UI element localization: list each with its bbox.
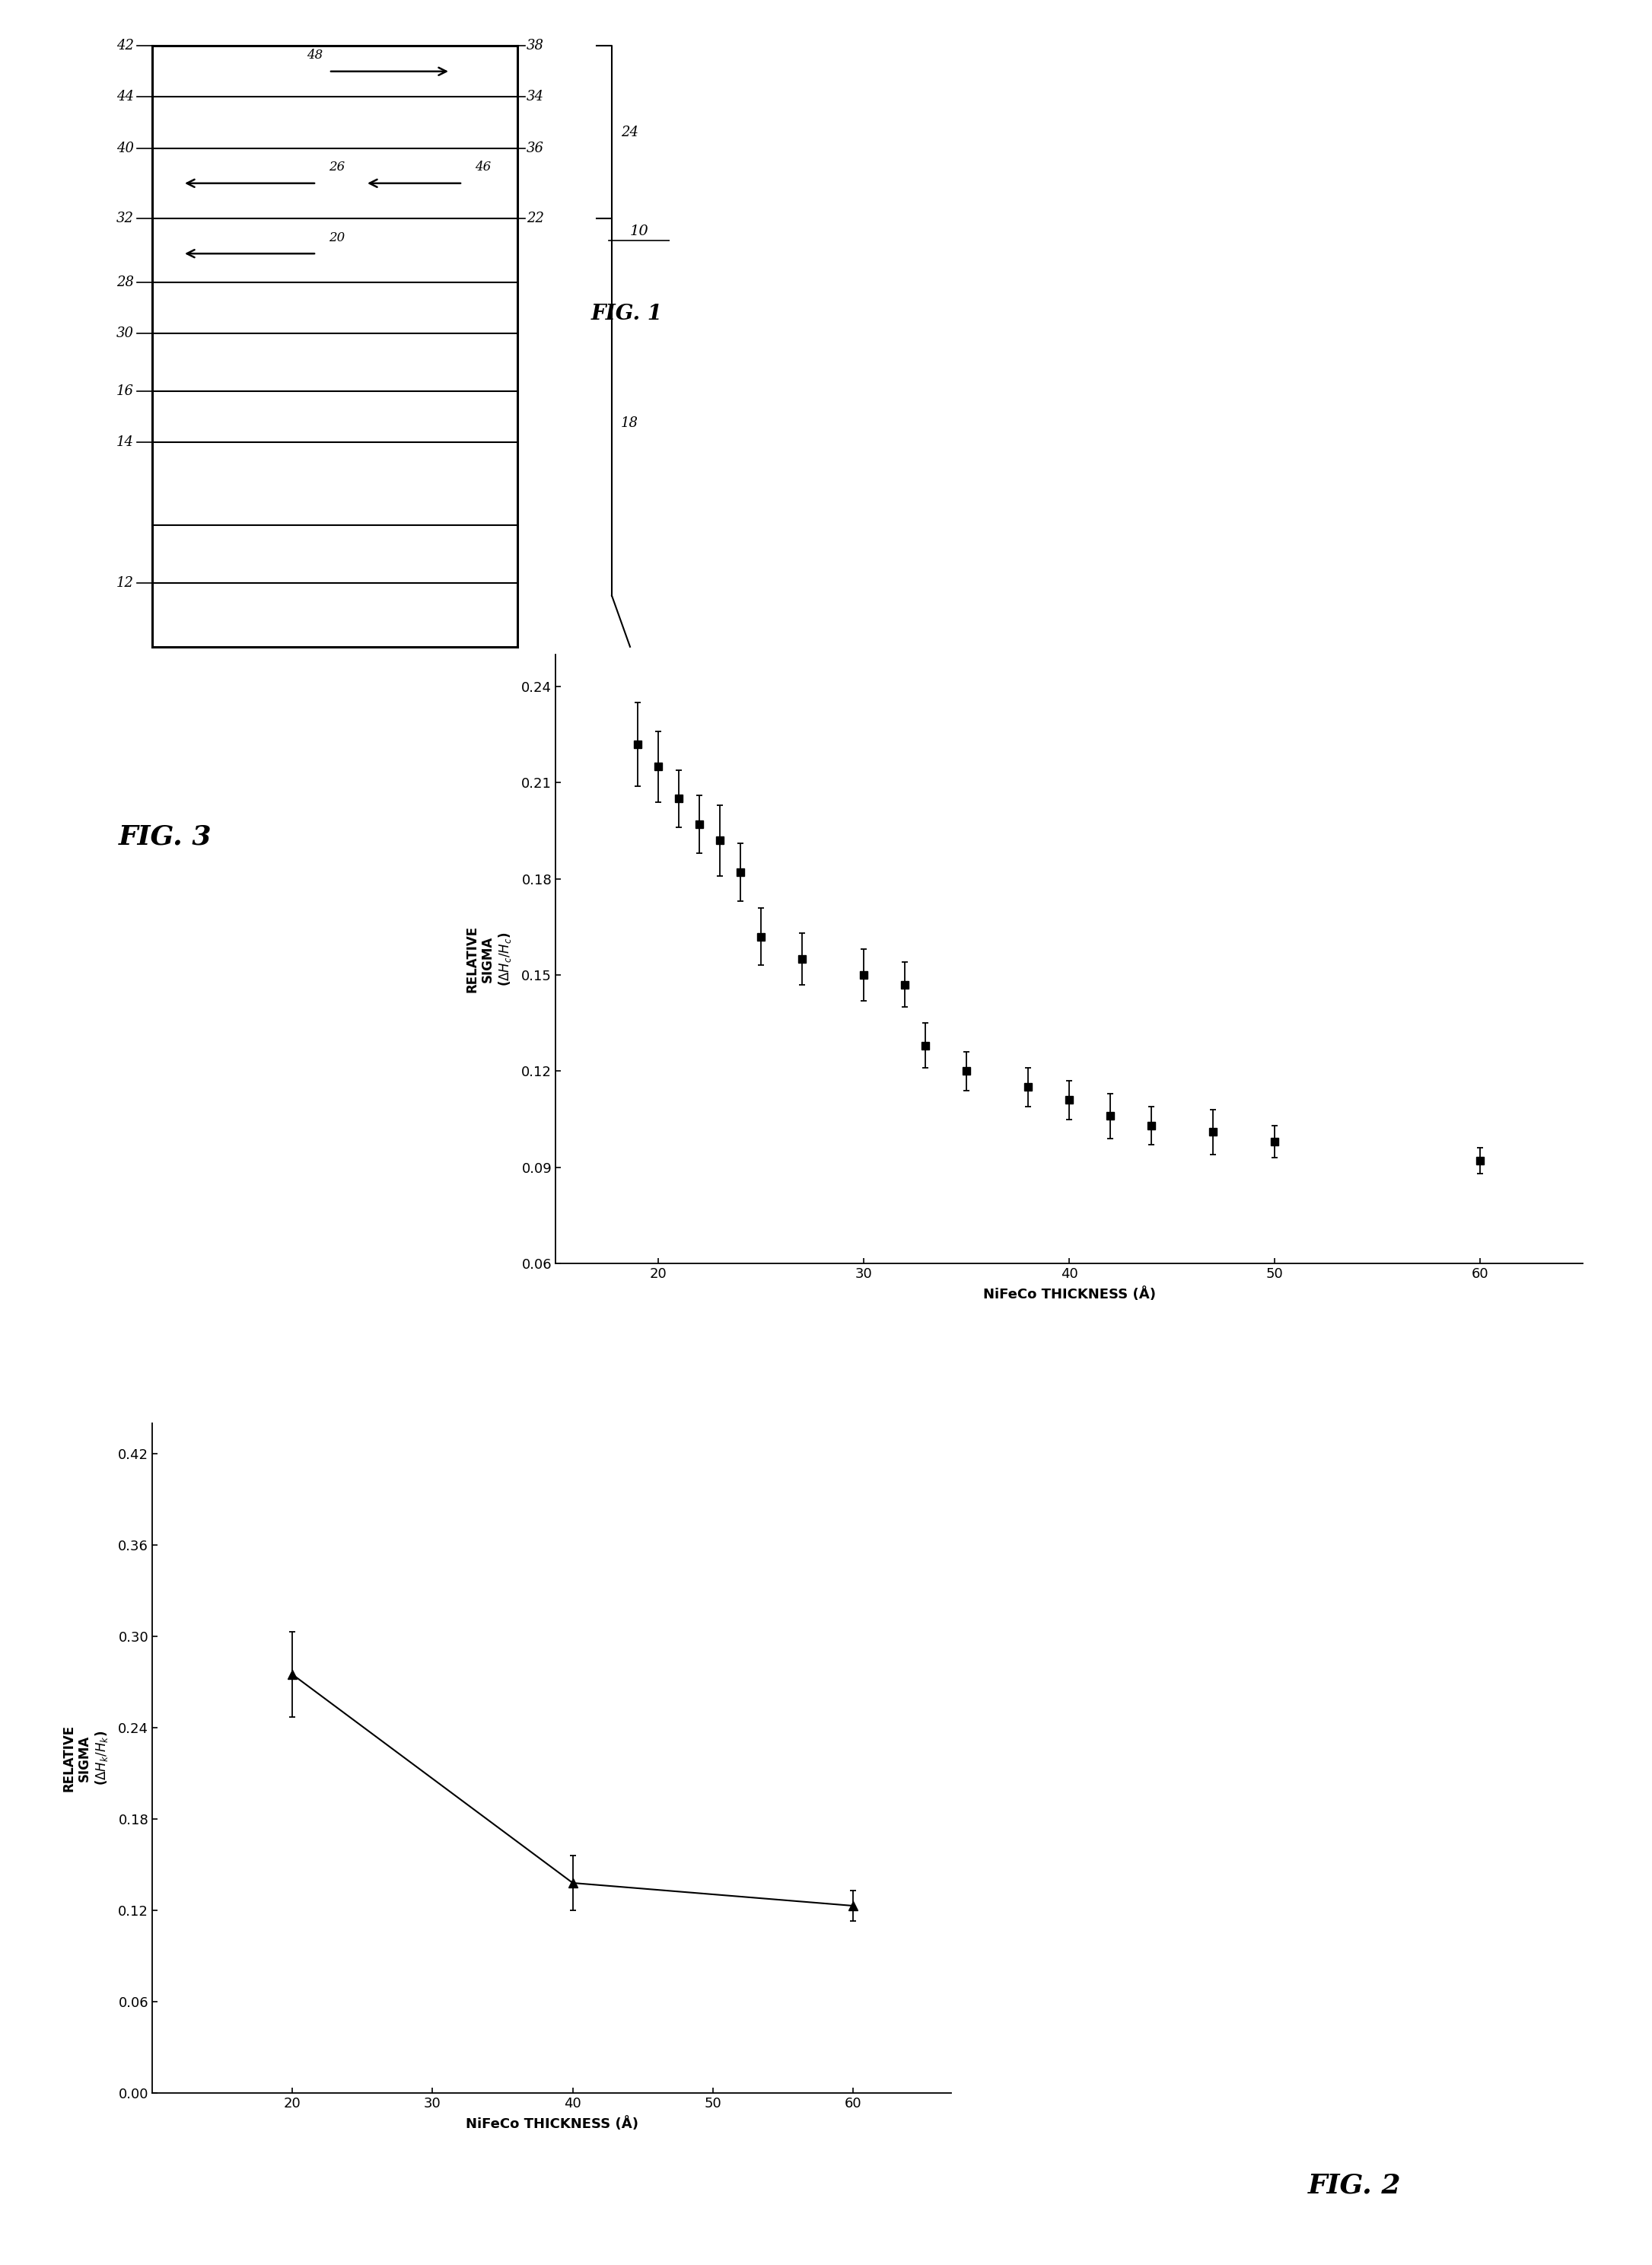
Text: 46: 46 <box>474 161 491 174</box>
Text: 28: 28 <box>116 276 134 290</box>
X-axis label: NiFeCo THICKNESS (Å): NiFeCo THICKNESS (Å) <box>983 1287 1155 1302</box>
X-axis label: NiFeCo THICKNESS (Å): NiFeCo THICKNESS (Å) <box>466 2118 638 2131</box>
Text: FIG. 1: FIG. 1 <box>591 304 662 324</box>
Text: 20: 20 <box>329 231 345 245</box>
Text: 12: 12 <box>116 575 134 589</box>
Text: 14: 14 <box>116 435 134 448</box>
Text: 48: 48 <box>307 50 322 61</box>
Text: 38: 38 <box>527 39 544 52</box>
Text: 32: 32 <box>116 211 134 224</box>
Text: 24: 24 <box>621 125 638 138</box>
Text: 30: 30 <box>116 326 134 340</box>
Y-axis label: RELATIVE
SIGMA
($\Delta H_k/H_k$): RELATIVE SIGMA ($\Delta H_k/H_k$) <box>61 1724 109 1792</box>
Text: FIG. 3: FIG. 3 <box>119 824 211 849</box>
Text: 36: 36 <box>527 140 544 154</box>
Text: 18: 18 <box>621 417 638 430</box>
Text: 22: 22 <box>527 211 544 224</box>
Text: 40: 40 <box>116 140 134 154</box>
Text: 44: 44 <box>116 91 134 104</box>
Text: 42: 42 <box>116 39 134 52</box>
Text: 16: 16 <box>116 385 134 399</box>
Text: FIG. 2: FIG. 2 <box>1308 2172 1401 2199</box>
Y-axis label: RELATIVE
SIGMA
($\Delta H_c/H_c$): RELATIVE SIGMA ($\Delta H_c/H_c$) <box>464 926 512 992</box>
Text: 10: 10 <box>629 224 649 238</box>
Text: 34: 34 <box>527 91 544 104</box>
Text: 26: 26 <box>329 161 345 174</box>
